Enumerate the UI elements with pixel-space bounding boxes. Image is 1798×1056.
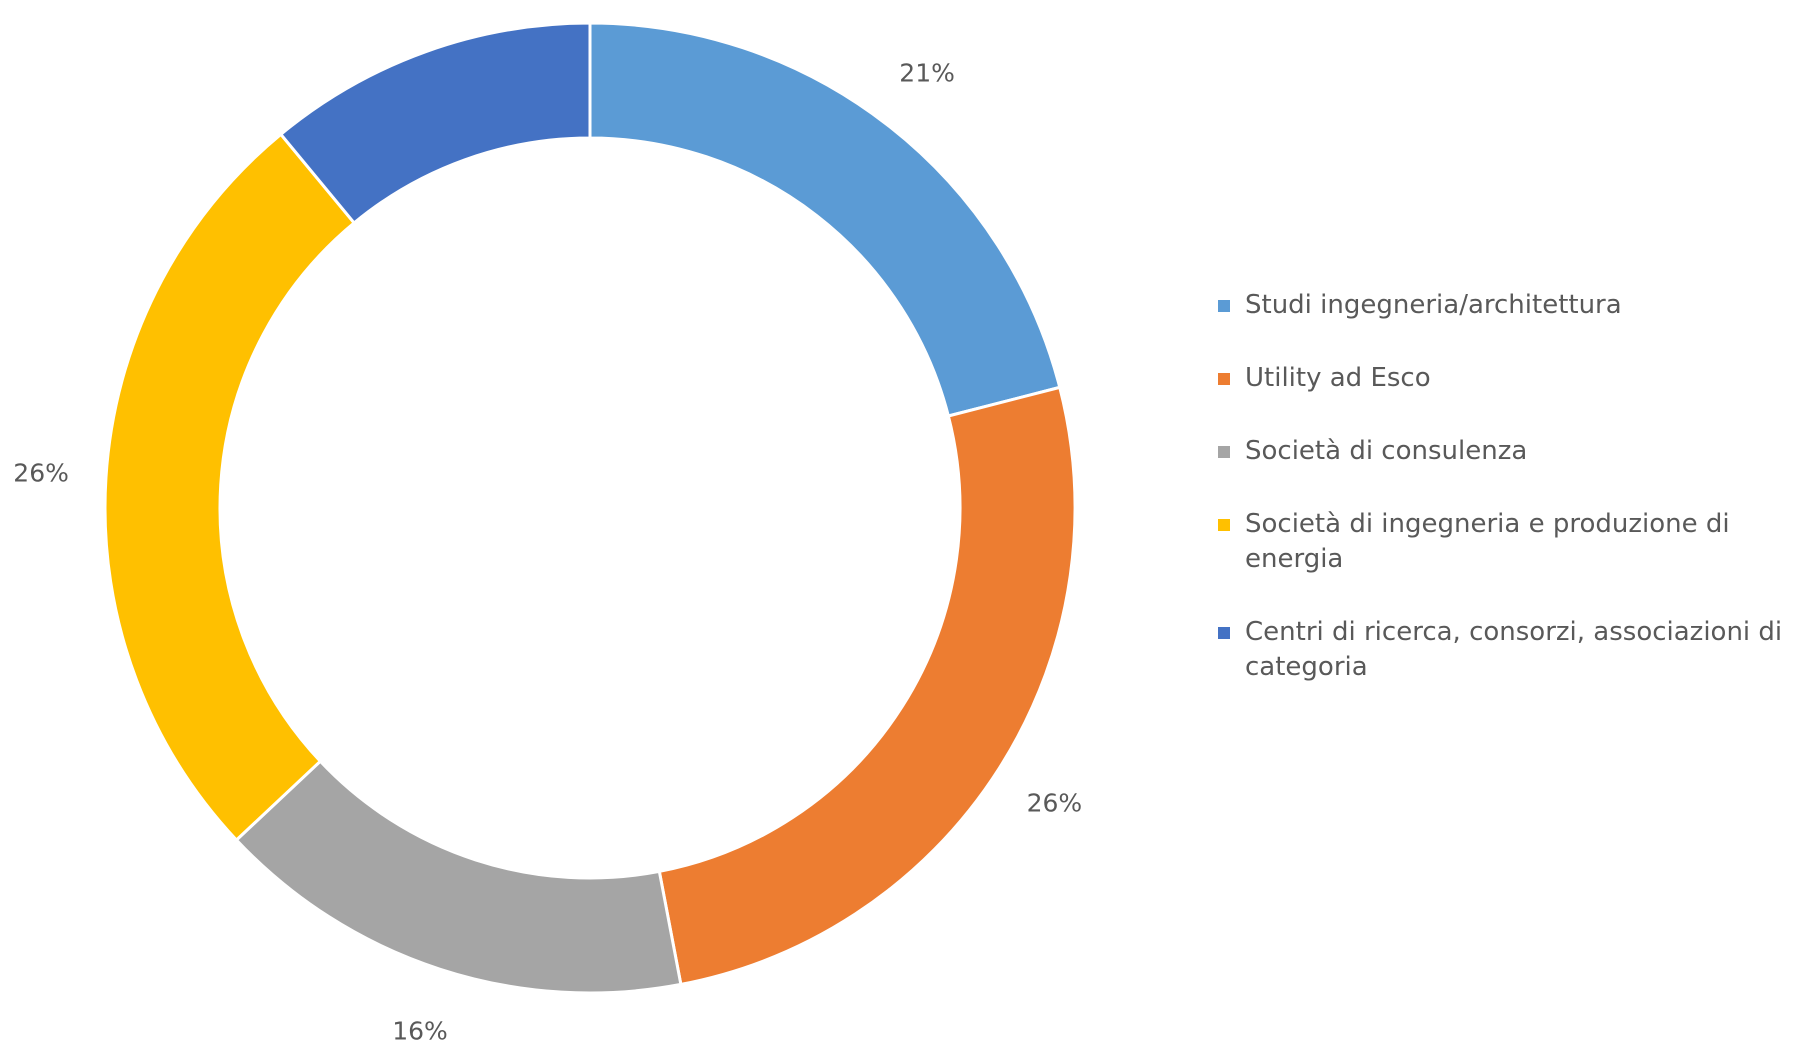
donut-slice xyxy=(236,761,680,993)
legend-swatch xyxy=(1218,519,1230,531)
slice-value-label: 26% xyxy=(1027,788,1083,817)
legend-item: Utility ad Esco xyxy=(1218,361,1793,396)
legend-label: Utility ad Esco xyxy=(1245,363,1431,393)
legend-item: Studi ingegneria/architettura xyxy=(1218,288,1793,323)
legend-item: Società di consulenza xyxy=(1218,434,1793,469)
legend-item: Società di ingegneria e produzione di en… xyxy=(1218,507,1793,577)
donut-chart-plot xyxy=(0,0,1180,1056)
legend-label: Società di ingegneria e produzione di en… xyxy=(1245,509,1730,574)
legend-label: Società di consulenza xyxy=(1245,436,1527,466)
slice-value-label: 26% xyxy=(13,459,69,488)
legend-swatch xyxy=(1218,373,1230,385)
donut-slice xyxy=(590,23,1060,416)
legend-swatch xyxy=(1218,446,1230,458)
slice-value-label: 21% xyxy=(899,59,955,88)
legend-label: Studi ingegneria/architettura xyxy=(1245,290,1622,320)
legend-swatch xyxy=(1218,300,1230,312)
slice-value-label: 11% xyxy=(376,0,432,5)
legend-label: Centri di ricerca, consorzi, associazion… xyxy=(1245,617,1782,682)
donut-slice xyxy=(659,387,1075,984)
slice-value-label: 16% xyxy=(392,1017,448,1046)
legend-swatch xyxy=(1218,627,1230,639)
chart-legend: Studi ingegneria/architettura Utility ad… xyxy=(1218,288,1793,723)
legend-item: Centri di ricerca, consorzi, associazion… xyxy=(1218,615,1793,685)
donut-slice xyxy=(105,134,354,840)
